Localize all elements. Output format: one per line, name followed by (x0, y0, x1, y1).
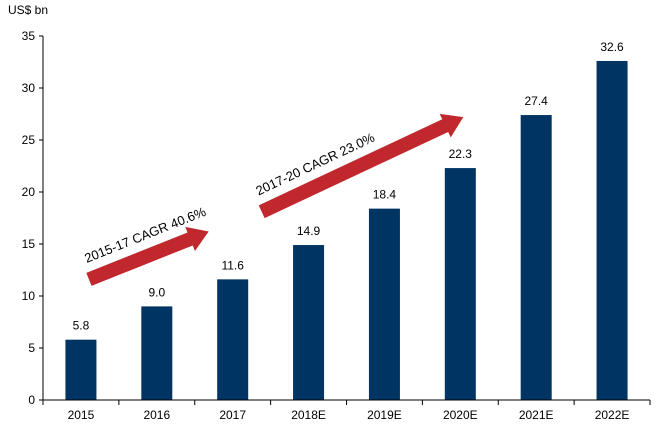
data-label: 32.6 (600, 40, 624, 54)
data-label: 5.8 (73, 319, 90, 333)
data-label: 27.4 (525, 94, 549, 108)
data-label: 22.3 (449, 147, 473, 161)
y-tick-label: 20 (22, 185, 36, 199)
cagr-annotations: 2015-17 CAGR 40.6% 2017-20 CAGR 23.0% (82, 113, 464, 286)
x-tick-label: 2016 (143, 408, 170, 422)
bar-2015 (65, 339, 97, 400)
data-label: 9.0 (148, 285, 165, 299)
cagr-2017-2020: 2017-20 CAGR 23.0% (253, 113, 464, 219)
bar-2018e (293, 245, 325, 400)
bar-2020e (444, 168, 476, 400)
y-tick-label: 15 (22, 237, 36, 251)
y-axis: 0 5 10 15 20 25 30 35 (22, 29, 44, 407)
y-tick-label: 0 (28, 393, 35, 407)
y-tick-label: 35 (22, 29, 36, 43)
x-tick-label: 2021E (519, 408, 554, 422)
x-tick-label: 2018E (291, 408, 326, 422)
cagr-2015-2017: 2015-17 CAGR 40.6% (82, 204, 209, 286)
bar-2022e (596, 60, 628, 401)
bar-2019e (368, 208, 400, 400)
y-axis-unit-label: US$ bn (8, 3, 48, 17)
data-label: 11.6 (221, 258, 244, 272)
bars-group: 5.8 9.0 11.6 14.9 18.4 22.3 27.4 32.6 (65, 40, 628, 401)
x-tick-label: 2019E (367, 408, 402, 422)
cagr-2015-2017-arrow (86, 226, 209, 286)
data-label: 18.4 (373, 188, 397, 202)
y-tick-label: 10 (22, 289, 36, 303)
data-label: 14.9 (297, 224, 321, 238)
x-tick-label: 2022E (595, 408, 630, 422)
cagr-2017-2020-arrow (258, 113, 464, 219)
x-tick-label: 2015 (68, 408, 95, 422)
x-axis: 2015 2016 2017 2018E 2019E 2020E 2021E 2022E (42, 399, 651, 422)
x-tick-label: 2020E (443, 408, 478, 422)
y-tick-label: 5 (28, 341, 35, 355)
y-tick-label: 30 (22, 81, 36, 95)
y-tick-label: 25 (22, 133, 36, 147)
bar-2017 (217, 279, 249, 400)
x-tick-label: 2017 (219, 408, 246, 422)
bar-2016 (141, 306, 173, 400)
bar-2021e (520, 115, 552, 400)
